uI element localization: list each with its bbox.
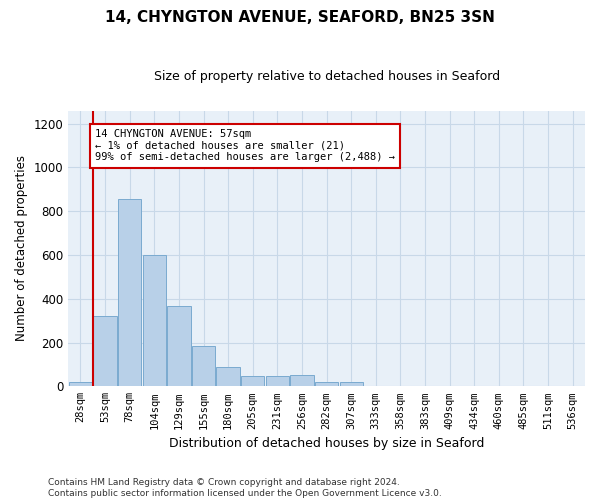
- Bar: [266, 376, 289, 386]
- Bar: [118, 199, 142, 386]
- Y-axis label: Number of detached properties: Number of detached properties: [15, 156, 28, 342]
- Bar: [217, 366, 240, 386]
- Bar: [241, 376, 265, 386]
- Bar: [143, 255, 166, 386]
- Text: Contains HM Land Registry data © Crown copyright and database right 2024.
Contai: Contains HM Land Registry data © Crown c…: [48, 478, 442, 498]
- Bar: [192, 346, 215, 387]
- Title: Size of property relative to detached houses in Seaford: Size of property relative to detached ho…: [154, 70, 500, 83]
- Bar: [315, 382, 338, 386]
- Bar: [290, 376, 314, 386]
- Bar: [94, 316, 117, 386]
- X-axis label: Distribution of detached houses by size in Seaford: Distribution of detached houses by size …: [169, 437, 484, 450]
- Text: 14, CHYNGTON AVENUE, SEAFORD, BN25 3SN: 14, CHYNGTON AVENUE, SEAFORD, BN25 3SN: [105, 10, 495, 25]
- Text: 14 CHYNGTON AVENUE: 57sqm
← 1% of detached houses are smaller (21)
99% of semi-d: 14 CHYNGTON AVENUE: 57sqm ← 1% of detach…: [95, 129, 395, 162]
- Bar: [69, 382, 92, 386]
- Bar: [340, 382, 363, 386]
- Bar: [167, 306, 191, 386]
